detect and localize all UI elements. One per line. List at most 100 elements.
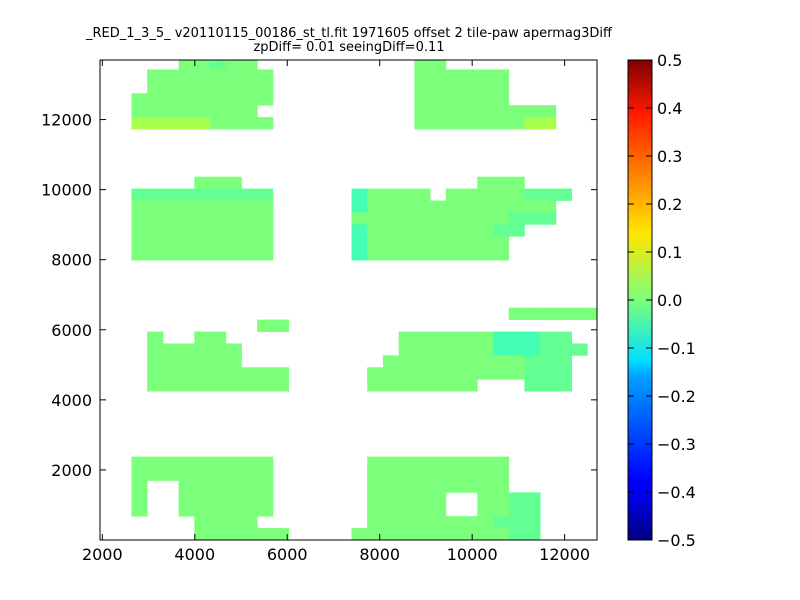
heatmap-cell	[257, 456, 274, 469]
heatmap-cell	[682, 93, 698, 105]
heatmap-cell	[461, 212, 478, 225]
heatmap-cell	[492, 188, 510, 201]
heatmap-cell	[241, 367, 258, 380]
heatmap-cell	[713, 189, 729, 201]
heatmap-cell	[760, 367, 776, 379]
heatmap-cell	[131, 248, 148, 261]
heatmap-cell	[210, 69, 227, 82]
heatmap-cell	[225, 379, 242, 392]
heatmap-cell	[257, 212, 274, 225]
heatmap-cell	[792, 189, 800, 201]
heatmap-cell	[257, 224, 274, 237]
heatmap-cell	[398, 248, 415, 261]
heatmap-cell	[194, 60, 211, 70]
heatmap-cell	[241, 379, 258, 392]
heatmap-cell	[367, 367, 384, 380]
heatmap-cell	[492, 117, 510, 130]
heatmap-cell	[508, 367, 525, 380]
heatmap-cell	[508, 117, 525, 130]
heatmap-cell	[760, 516, 776, 528]
heatmap-cell	[492, 367, 510, 380]
heatmap-cell	[367, 224, 384, 237]
heatmap-cell	[178, 492, 195, 505]
y-tick-label: 10000	[41, 181, 92, 200]
y-tick-label: 6000	[51, 321, 92, 340]
heatmap-cell	[257, 248, 274, 261]
heatmap-cell	[555, 188, 572, 201]
heatmap-cell	[241, 212, 258, 225]
heatmap-cell	[351, 188, 368, 201]
heatmap-cell	[351, 212, 368, 225]
heatmap-cell	[147, 367, 164, 380]
heatmap-cell	[776, 224, 792, 236]
heatmap-cell	[682, 105, 698, 117]
heatmap-cell	[225, 93, 242, 106]
heatmap-cell	[760, 117, 776, 129]
heatmap-cell	[792, 355, 800, 367]
heatmap-cell	[210, 93, 227, 106]
heatmap-cell	[445, 367, 462, 380]
heatmap-cell	[131, 504, 148, 517]
heatmap-cell	[382, 504, 400, 517]
heatmap-cell	[210, 367, 227, 380]
heatmap-cell	[367, 456, 384, 469]
heatmap-cell	[792, 105, 800, 117]
colorbar-tick-label: −0.2	[657, 387, 696, 406]
heatmap-cell	[461, 516, 478, 529]
heatmap-cell	[131, 480, 148, 493]
x-tick-label: 2000	[82, 545, 123, 564]
heatmap-cell	[147, 331, 164, 344]
y-tick-label: 12000	[41, 111, 92, 130]
heatmap-cell	[776, 248, 792, 260]
heatmap-cell	[414, 224, 431, 237]
heatmap-cell	[492, 504, 510, 517]
heatmap-cell	[162, 69, 179, 82]
heatmap-cell	[729, 355, 745, 367]
heatmap-cell	[729, 332, 745, 344]
heatmap-cell	[398, 343, 415, 356]
heatmap-cell	[147, 117, 164, 130]
heatmap-cell	[225, 480, 242, 493]
heatmap-cell	[477, 93, 494, 106]
heatmap-cell	[524, 367, 541, 380]
colorbar-tick-label: 0.0	[657, 291, 682, 310]
heatmap-cell	[524, 117, 541, 130]
heatmap-cell	[430, 105, 447, 118]
heatmap-cell	[210, 355, 227, 368]
heatmap-cell	[760, 355, 776, 367]
heatmap-cell	[430, 480, 447, 493]
heatmap-cell	[792, 528, 800, 540]
x-axis: 2000 4000 6000 8000 10000 12000	[82, 60, 590, 564]
heatmap-cell	[555, 331, 572, 344]
heatmap-cell	[760, 480, 776, 492]
heatmap-cell	[382, 212, 400, 225]
heatmap-cell	[729, 516, 745, 528]
x-tick-label: 4000	[174, 545, 215, 564]
heatmap-cell	[729, 492, 745, 504]
heatmap-cell	[524, 379, 541, 392]
heatmap-cell	[697, 469, 713, 481]
heatmap-cell	[508, 105, 525, 118]
heatmap-cell	[162, 367, 179, 380]
heatmap-cell	[492, 468, 510, 481]
heatmap-cell	[131, 200, 148, 213]
heatmap-cell	[744, 93, 760, 105]
heatmap-cell	[524, 343, 541, 356]
heatmap-cell	[477, 504, 494, 517]
heatmap-cell	[792, 201, 800, 213]
y-tick-label: 4000	[51, 391, 92, 410]
heatmap-cell	[524, 504, 541, 517]
heatmap-cell	[257, 468, 274, 481]
x-tick-label: 8000	[359, 545, 400, 564]
heatmap-cell	[162, 379, 179, 392]
heatmap-cell	[178, 200, 195, 213]
heatmap-cell	[760, 504, 776, 516]
heatmap-cell	[713, 105, 729, 117]
heatmap-cell	[524, 492, 541, 505]
heatmap-cell	[492, 69, 510, 82]
heatmap-cell	[729, 201, 745, 213]
heatmap-cell	[225, 343, 242, 356]
heatmap-cell	[225, 176, 242, 189]
heatmap-cell	[682, 516, 698, 528]
heatmap-cell	[257, 236, 274, 249]
